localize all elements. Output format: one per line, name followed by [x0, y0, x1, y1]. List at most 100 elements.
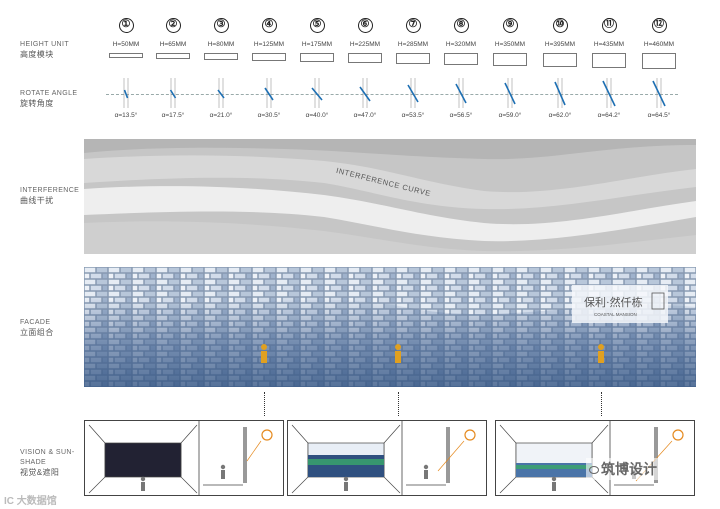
- rotated-fin-icon: [554, 78, 566, 108]
- unit-height-12: H=460MM: [643, 41, 675, 48]
- unit-number-11: ⑪: [601, 18, 617, 33]
- rotated-fin-icon: [602, 78, 616, 108]
- rotate-axis-line: [106, 94, 678, 95]
- height-unit-1: ① H=50MM: [103, 14, 149, 58]
- curve-band-mid: [84, 155, 696, 210]
- rotate-angle-7: α=53.5°: [401, 112, 425, 119]
- unit-profile-2: [156, 53, 190, 59]
- unit-profile-12: [642, 53, 676, 69]
- rotated-fin-icon: [359, 78, 371, 108]
- unit-number-2: ②: [165, 18, 181, 33]
- unit-profile-11: [592, 53, 626, 68]
- height-unit-2: ② H=65MM: [150, 14, 196, 59]
- facade-blue-gradient: [84, 297, 696, 387]
- rotated-fin-icon: [169, 78, 177, 108]
- rotate-angle-3: α=21.0°: [209, 112, 233, 119]
- person-icon: [598, 344, 604, 363]
- unit-height-1: H=50MM: [112, 41, 140, 48]
- unit-height-5: H=175MM: [301, 41, 333, 48]
- facade-sign-en: COASTAL MANSION: [594, 312, 637, 317]
- interference-curve-panel: INTERFERENCE CURVE: [84, 139, 696, 254]
- interference-label-cn: 曲线干扰: [20, 196, 54, 205]
- rotate-angle-label: ROTATE ANGLE 旋转角度: [20, 89, 77, 109]
- unit-number-7: ⑦: [405, 18, 421, 33]
- rotate-angle-2: α=17.5°: [161, 112, 185, 119]
- unit-number-8: ⑧: [453, 18, 469, 33]
- unit-profile-9: [493, 53, 527, 66]
- sun-icon: [672, 429, 684, 441]
- height-unit-label: HEIGHT UNIT 高度模块: [20, 40, 69, 60]
- rotate-unit-6: α=47.0°: [342, 78, 388, 122]
- rotate-angle-12: α=64.5°: [647, 112, 671, 119]
- rotate-angle-5: α=40.0°: [305, 112, 329, 119]
- facade-label-cn: 立面组合: [20, 328, 54, 337]
- unit-number-4: ④: [261, 18, 277, 33]
- unit-height-7: H=285MM: [397, 41, 429, 48]
- rotate-angle-8: α=56.5°: [449, 112, 473, 119]
- facade-label: FACADE 立面组合: [20, 318, 54, 338]
- connector-line: [398, 392, 399, 416]
- unit-height-6: H=225MM: [349, 41, 381, 48]
- rotated-fin-icon: [311, 78, 323, 108]
- unit-profile-10: [543, 53, 577, 67]
- rotate-unit-3: α=21.0°: [198, 78, 244, 122]
- curve-band-light: [84, 186, 696, 242]
- rotate-angle-label-en: ROTATE ANGLE: [20, 90, 78, 97]
- connector-line: [601, 392, 602, 416]
- person-icon: [395, 344, 401, 363]
- height-unit-10: ⑩ H=395MM: [537, 14, 583, 67]
- vision-diagram-2: [291, 421, 476, 495]
- rotated-fin-icon: [407, 78, 419, 108]
- height-unit-3: ③ H=80MM: [198, 14, 244, 60]
- rotate-angle-11: α=64.2°: [597, 112, 621, 119]
- unit-height-11: H=435MM: [593, 41, 625, 48]
- person-icon: [551, 476, 557, 491]
- unit-number-9: ⑨: [502, 18, 518, 33]
- sun-icon: [464, 429, 476, 441]
- unit-number-3: ③: [213, 18, 229, 33]
- height-unit-label-en: HEIGHT UNIT: [20, 41, 69, 48]
- unit-height-3: H=80MM: [207, 41, 235, 48]
- rotate-unit-12: α=64.5°: [636, 78, 682, 122]
- height-unit-7: ⑦ H=285MM: [390, 14, 436, 64]
- sun-icon: [261, 429, 273, 441]
- facade-grid: 保利·然仟栋 COASTAL MANSION: [84, 267, 696, 387]
- rotated-fin-icon: [217, 78, 225, 108]
- rotate-unit-2: α=17.5°: [150, 78, 196, 122]
- unit-profile-4: [252, 53, 286, 61]
- curve-band-bottom: [84, 221, 696, 254]
- person-icon: [343, 476, 349, 491]
- interference-label: INTERFERENCE 曲线干扰: [20, 186, 79, 206]
- rotate-unit-9: α=59.0°: [487, 78, 533, 122]
- height-unit-4: ④ H=125MM: [246, 14, 292, 61]
- rotate-angle-10: α=62.0°: [548, 112, 572, 119]
- unit-height-9: H=350MM: [494, 41, 526, 48]
- rotated-fin-icon: [652, 78, 666, 108]
- vision-label: VISION & SUN- SHADE 视觉&遮阳: [20, 448, 75, 478]
- facade-sign-cn: 保利·然仟栋: [584, 295, 643, 309]
- rotate-angle-6: α=47.0°: [353, 112, 377, 119]
- rotate-unit-1: α=13.5°: [103, 78, 149, 122]
- rotated-fin-icon: [123, 78, 129, 108]
- height-unit-8: ⑧ H=320MM: [438, 14, 484, 65]
- rotate-angle-1: α=13.5°: [114, 112, 138, 119]
- height-unit-9: ⑨ H=350MM: [487, 14, 533, 66]
- rotate-angle-9: α=59.0°: [498, 112, 522, 119]
- watermark-right: 筑博设计: [586, 458, 660, 480]
- rotate-unit-8: α=56.5°: [438, 78, 484, 122]
- person-icon: [220, 464, 226, 479]
- watermark-right-text: 筑博设计: [601, 461, 657, 477]
- connector-line: [264, 392, 265, 416]
- unit-height-2: H=65MM: [159, 41, 187, 48]
- person-icon: [423, 464, 429, 479]
- unit-number-1: ①: [118, 18, 134, 33]
- unit-profile-5: [300, 53, 334, 62]
- vision-panel-1: [84, 420, 284, 496]
- curve-band-top: [84, 139, 696, 160]
- rotate-angle-label-cn: 旋转角度: [20, 99, 54, 108]
- unit-number-12: ⑫: [651, 18, 667, 33]
- rotated-fin-icon: [504, 78, 516, 108]
- unit-height-10: H=395MM: [544, 41, 576, 48]
- unit-profile-1: [109, 53, 143, 58]
- unit-profile-6: [348, 53, 382, 63]
